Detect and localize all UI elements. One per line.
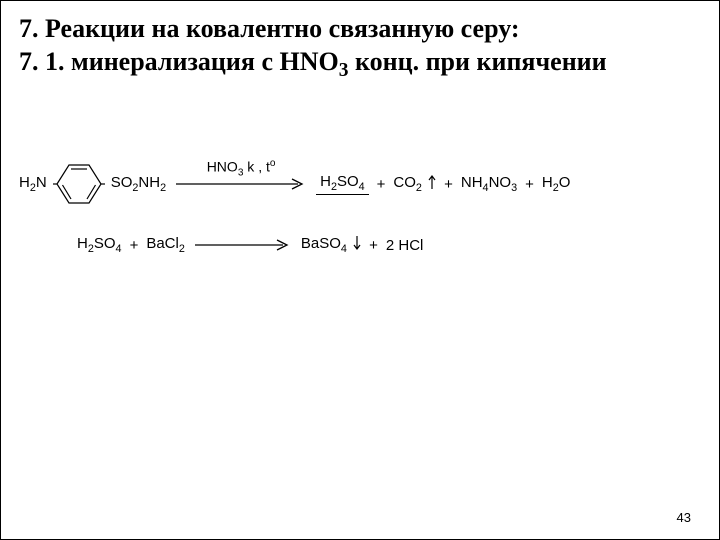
plus-sign: + [369, 237, 378, 254]
arrow-icon [176, 178, 306, 190]
slide-heading: 7. Реакции на ковалентно связанную серу:… [19, 13, 701, 83]
product-hcl: 2 HCl [386, 237, 424, 254]
slide-page: 7. Реакции на ковалентно связанную серу:… [0, 0, 720, 540]
heading-sub3: 3 [339, 60, 349, 81]
sulfanilamide-structure: H2N SO2NH2 [19, 161, 166, 207]
arrow-conditions: HNO3 k , to [176, 158, 306, 178]
heading-line2-suffix: конц. при кипячении [348, 47, 606, 76]
gas-arrow-icon [428, 175, 436, 189]
benzene-ring-icon [53, 161, 105, 207]
plus-sign: + [525, 176, 534, 193]
product-nh4no3: NH4NO3 [461, 174, 517, 194]
reaction-2: H2SO4 + BaCl2 BaSO4 + [77, 235, 701, 255]
precipitate-arrow-icon [353, 236, 361, 250]
plus-sign: + [377, 176, 386, 193]
product-baso4: BaSO4 [301, 235, 361, 255]
amino-group: H2N [19, 174, 47, 194]
heading-line1: 7. Реакции на ковалентно связанную серу: [19, 14, 520, 43]
sulfonamide-group: SO2NH2 [111, 174, 166, 194]
page-number: 43 [677, 510, 691, 525]
product-co2: CO2 [393, 174, 436, 194]
reagent-bacl2: BaCl2 [146, 235, 185, 255]
reaction-arrow-2 [195, 239, 291, 251]
reaction-arrow-1: HNO3 k , to [176, 178, 306, 190]
reagent-h2so4: H2SO4 [77, 235, 122, 255]
arrow-icon [195, 239, 291, 251]
product-h2o: H2O [542, 174, 571, 194]
plus-sign: + [130, 237, 139, 254]
reaction-1: H2N SO2NH2 [19, 161, 701, 207]
heading-line2-prefix: 7. 1. минерализация с HNO [19, 47, 339, 76]
plus-sign: + [444, 176, 453, 193]
reaction-block: H2N SO2NH2 [19, 161, 701, 255]
product-h2so4: H2SO4 [316, 173, 369, 195]
